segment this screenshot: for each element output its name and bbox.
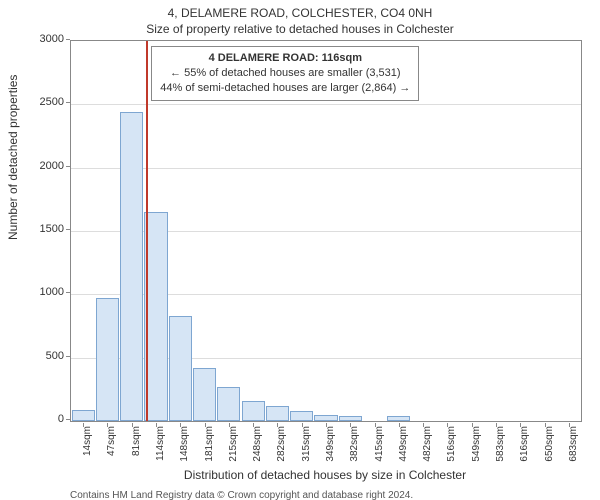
x-axis-label: Distribution of detached houses by size … bbox=[70, 468, 580, 482]
histogram-bar bbox=[169, 316, 192, 421]
histogram-bar bbox=[120, 112, 143, 421]
y-tick-label: 2500 bbox=[4, 96, 64, 108]
x-tick-label: 349sqm bbox=[325, 426, 336, 466]
y-tick-label: 1000 bbox=[4, 286, 64, 298]
histogram-bar bbox=[217, 387, 240, 421]
info-box: 4 DELAMERE ROAD: 116sqm← 55% of detached… bbox=[151, 46, 419, 101]
x-tick-label: 215sqm bbox=[228, 426, 239, 466]
x-tick-label: 516sqm bbox=[446, 426, 457, 466]
x-tick-label: 415sqm bbox=[374, 426, 385, 466]
x-tick-label: 650sqm bbox=[544, 426, 555, 466]
x-tick-label: 47sqm bbox=[106, 426, 117, 466]
reference-line bbox=[146, 41, 148, 421]
histogram-bar bbox=[387, 416, 410, 421]
x-tick-label: 248sqm bbox=[252, 426, 263, 466]
x-tick-label: 683sqm bbox=[568, 426, 579, 466]
histogram-bar bbox=[314, 415, 337, 421]
x-tick-label: 449sqm bbox=[398, 426, 409, 466]
x-tick-label: 583sqm bbox=[495, 426, 506, 466]
y-tick-label: 1500 bbox=[4, 223, 64, 235]
title-line-2: Size of property relative to detached ho… bbox=[0, 22, 600, 36]
histogram-bar bbox=[96, 298, 119, 421]
x-tick-label: 616sqm bbox=[519, 426, 530, 466]
histogram-bar bbox=[339, 416, 362, 421]
info-line-3: 44% of semi-detached houses are larger (… bbox=[160, 81, 410, 96]
x-tick-label: 14sqm bbox=[82, 426, 93, 466]
x-tick-label: 148sqm bbox=[179, 426, 190, 466]
histogram-bar bbox=[266, 406, 289, 421]
x-tick-label: 315sqm bbox=[301, 426, 312, 466]
info-line-1: 4 DELAMERE ROAD: 116sqm bbox=[160, 51, 410, 66]
y-tick-label: 500 bbox=[4, 350, 64, 362]
y-tick-label: 2000 bbox=[4, 160, 64, 172]
x-tick-label: 549sqm bbox=[471, 426, 482, 466]
histogram-bar bbox=[72, 410, 95, 421]
title-line-1: 4, DELAMERE ROAD, COLCHESTER, CO4 0NH bbox=[0, 6, 600, 20]
x-tick-label: 282sqm bbox=[276, 426, 287, 466]
chart-container: 4, DELAMERE ROAD, COLCHESTER, CO4 0NH Si… bbox=[0, 0, 600, 500]
x-tick-label: 114sqm bbox=[155, 426, 166, 466]
x-tick-label: 81sqm bbox=[131, 426, 142, 466]
footer-copyright-line-1: Contains HM Land Registry data © Crown c… bbox=[70, 490, 590, 500]
histogram-bar bbox=[193, 368, 216, 421]
x-tick-label: 482sqm bbox=[422, 426, 433, 466]
x-tick-label: 382sqm bbox=[349, 426, 360, 466]
y-tick-label: 3000 bbox=[4, 33, 64, 45]
y-tick-label: 0 bbox=[4, 413, 64, 425]
x-tick-label: 181sqm bbox=[204, 426, 215, 466]
histogram-bar bbox=[242, 401, 265, 421]
info-line-2: ← 55% of detached houses are smaller (3,… bbox=[160, 66, 410, 81]
histogram-bar bbox=[290, 411, 313, 421]
